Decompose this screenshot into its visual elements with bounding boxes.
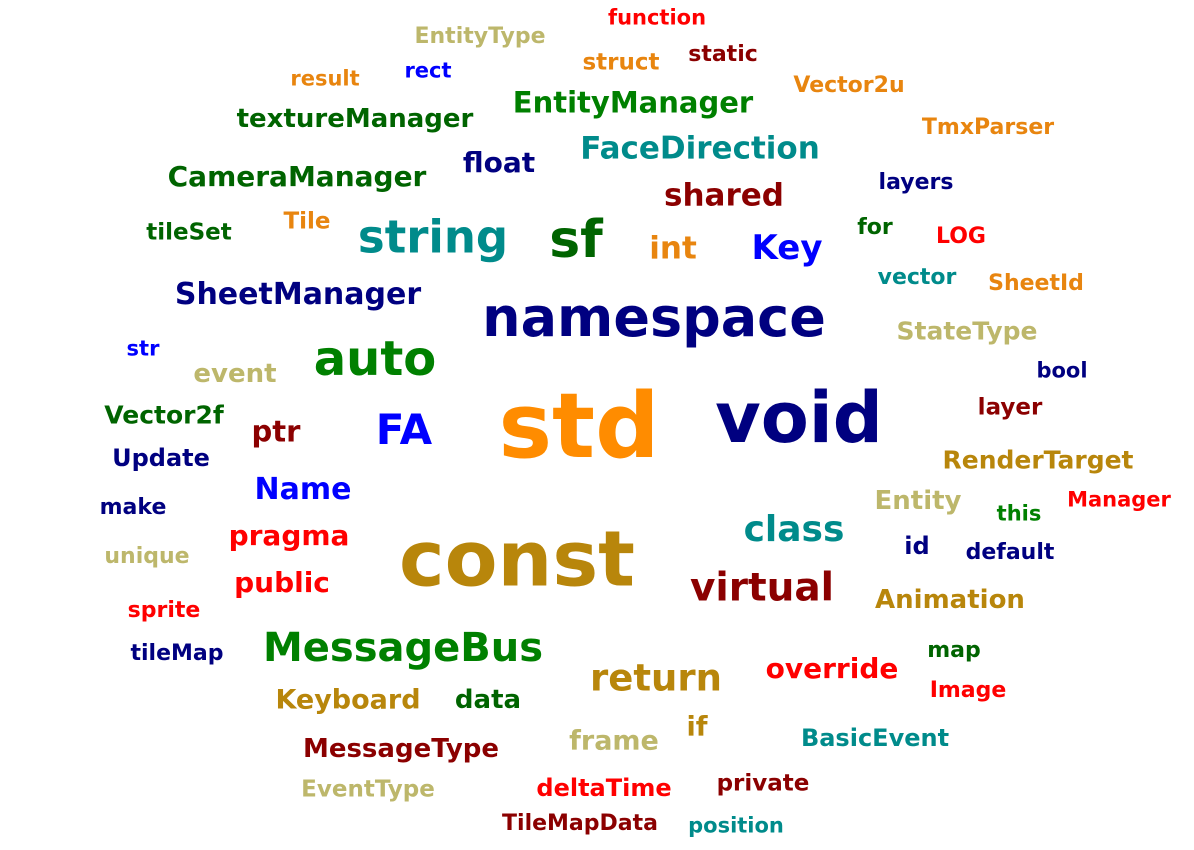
word-string: string xyxy=(357,210,509,264)
word-unique: unique xyxy=(104,544,190,569)
word-tileset: tileSet xyxy=(146,219,232,246)
word-entitymanager: EntityManager xyxy=(512,85,754,120)
word-key: Key xyxy=(751,228,823,268)
word-private: private xyxy=(716,770,810,797)
word-override: override xyxy=(765,652,899,685)
word-vector2f: Vector2f xyxy=(104,400,224,430)
word-cameramanager: CameraManager xyxy=(167,160,427,193)
word-bool: bool xyxy=(1036,358,1088,383)
word-texturemanager: textureManager xyxy=(236,104,474,134)
word-return: return xyxy=(590,656,722,700)
word-keyboard: Keyboard xyxy=(275,684,421,716)
word-namespace: namespace xyxy=(482,286,826,349)
word-eventtype: EventType xyxy=(301,776,435,803)
word-position: position xyxy=(688,813,784,838)
word-statetype: StateType xyxy=(896,316,1038,346)
word-ptr: ptr xyxy=(251,414,301,449)
word-facedirection: FaceDirection xyxy=(580,130,820,167)
word-data: data xyxy=(454,685,522,715)
word-messagebus: MessageBus xyxy=(262,625,544,671)
word-map: map xyxy=(927,638,981,663)
word-std: std xyxy=(498,374,660,479)
word-default: default xyxy=(965,540,1055,565)
word-basicevent: BasicEvent xyxy=(800,724,950,752)
word-tilemap: tileMap xyxy=(130,641,224,666)
word-animation: Animation xyxy=(875,585,1025,615)
word-if: if xyxy=(686,711,708,743)
word-tile: Tile xyxy=(283,208,331,235)
word-tilemapdata: TileMapData xyxy=(502,811,658,836)
word-vector2u: Vector2u xyxy=(793,73,905,98)
word-image: Image xyxy=(929,678,1007,703)
word-layer: layer xyxy=(977,394,1043,421)
word-entity: Entity xyxy=(874,486,962,516)
word-layers: layers xyxy=(878,170,954,195)
word-void: void xyxy=(715,377,883,459)
word-static: static xyxy=(688,42,758,67)
word-pragma: pragma xyxy=(228,519,350,552)
word-rendertarget: RenderTarget xyxy=(942,445,1134,475)
word-float: float xyxy=(462,146,536,179)
word-public: public xyxy=(234,566,330,599)
word-result: result xyxy=(290,66,360,91)
word-for: for xyxy=(857,215,893,240)
word-event: event xyxy=(193,359,277,389)
word-this: this xyxy=(996,501,1042,526)
word-vector: vector xyxy=(877,265,957,290)
word-name: Name xyxy=(254,472,352,507)
word-entitytype: EntityType xyxy=(414,24,546,49)
word-log: LOG xyxy=(936,224,986,249)
word-sf: sf xyxy=(549,210,603,270)
word-messagetype: MessageType xyxy=(302,734,500,764)
word-int: int xyxy=(649,230,697,267)
word-function: function xyxy=(607,5,707,30)
word-const: const xyxy=(398,515,636,605)
word-auto: auto xyxy=(313,331,437,387)
word-sprite: sprite xyxy=(127,598,201,623)
word-struct: struct xyxy=(582,49,660,76)
word-virtual: virtual xyxy=(689,565,835,611)
word-sheetmanager: SheetManager xyxy=(174,277,422,312)
word-frame: frame xyxy=(569,725,659,757)
word-rect: rect xyxy=(404,58,452,83)
word-shared: shared xyxy=(664,177,784,214)
word-sheetid: SheetId xyxy=(988,271,1084,296)
word-id: id xyxy=(904,532,930,560)
word-deltatime: deltaTime xyxy=(536,774,672,802)
word-update: Update xyxy=(112,444,210,472)
word-tmxparser: TmxParser xyxy=(921,115,1055,140)
word-fa: FA xyxy=(375,405,433,454)
word-class: class xyxy=(743,509,845,550)
word-str: str xyxy=(126,336,160,361)
word-manager: Manager xyxy=(1067,487,1171,512)
word-make: make xyxy=(99,495,167,520)
